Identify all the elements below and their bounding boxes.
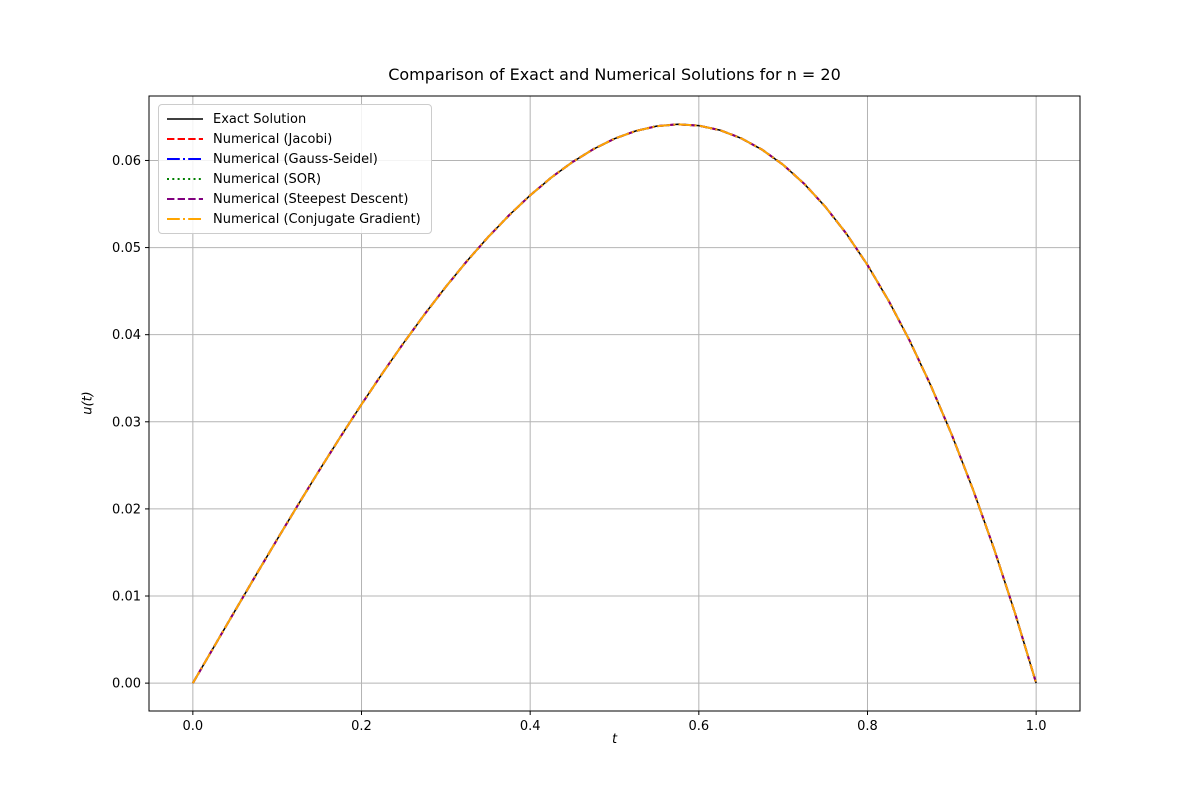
x-tick-label: 0.2 — [351, 719, 372, 734]
legend-item-label: Numerical (SOR) — [213, 171, 322, 187]
legend-line-swatch — [167, 138, 203, 140]
y-tick-label: 0.05 — [112, 241, 141, 256]
axes-frame — [145, 95, 1081, 715]
legend-line-swatch — [167, 118, 203, 120]
x-tick-label: 0.0 — [183, 719, 204, 734]
x-tick-label: 0.6 — [688, 719, 709, 734]
legend-line-swatch — [167, 178, 203, 180]
legend: Exact Solution Numerical (Jacobi) Numerica… — [158, 104, 432, 234]
x-tick-label: 0.4 — [520, 719, 541, 734]
y-tick-label: 0.02 — [112, 502, 141, 517]
legend-item: Numerical (Conjugate Gradient) — [167, 209, 421, 229]
x-axis-label: t — [611, 732, 618, 747]
y-axis-label-text: u(t) — [80, 391, 96, 415]
y-tick-label: 0.06 — [112, 154, 141, 169]
legend-item: Numerical (Gauss-Seidel) — [167, 149, 421, 169]
data-series — [191, 123, 1038, 684]
y-tick-label: 0.00 — [112, 677, 141, 692]
chart-title: Comparison of Exact and Numerical Soluti… — [388, 65, 841, 84]
y-tick-label: 0.01 — [112, 590, 141, 605]
tick-labels: 0.0 0.2 0.4 0.6 0.8 1.0 0.00 0.01 0.02 0.03 0.04 0.… — [112, 154, 1046, 734]
legend-line-swatch — [167, 158, 203, 160]
x-tick-label: 1.0 — [1026, 719, 1047, 734]
legend-line-swatch — [167, 198, 203, 200]
series-line-5 — [191, 123, 1038, 684]
legend-item: Numerical (SOR) — [167, 169, 421, 189]
legend-item: Exact Solution — [167, 109, 421, 129]
legend-line-swatch — [167, 218, 203, 220]
legend-item: Numerical (Jacobi) — [167, 129, 421, 149]
legend-item: Numerical (Steepest Descent) — [167, 189, 421, 209]
legend-item-label: Numerical (Steepest Descent) — [213, 191, 409, 207]
legend-item-label: Exact Solution — [213, 111, 307, 127]
x-tick-label: 0.8 — [857, 719, 878, 734]
y-tick-label: 0.04 — [112, 328, 141, 343]
legend-item-label: Numerical (Jacobi) — [213, 131, 333, 147]
plot-border — [148, 95, 1081, 712]
legend-item-label: Numerical (Conjugate Gradient) — [213, 211, 421, 227]
y-tick-label: 0.03 — [112, 415, 141, 430]
legend-item-label: Numerical (Gauss-Seidel) — [213, 151, 378, 167]
grid-lines — [149, 96, 1080, 711]
